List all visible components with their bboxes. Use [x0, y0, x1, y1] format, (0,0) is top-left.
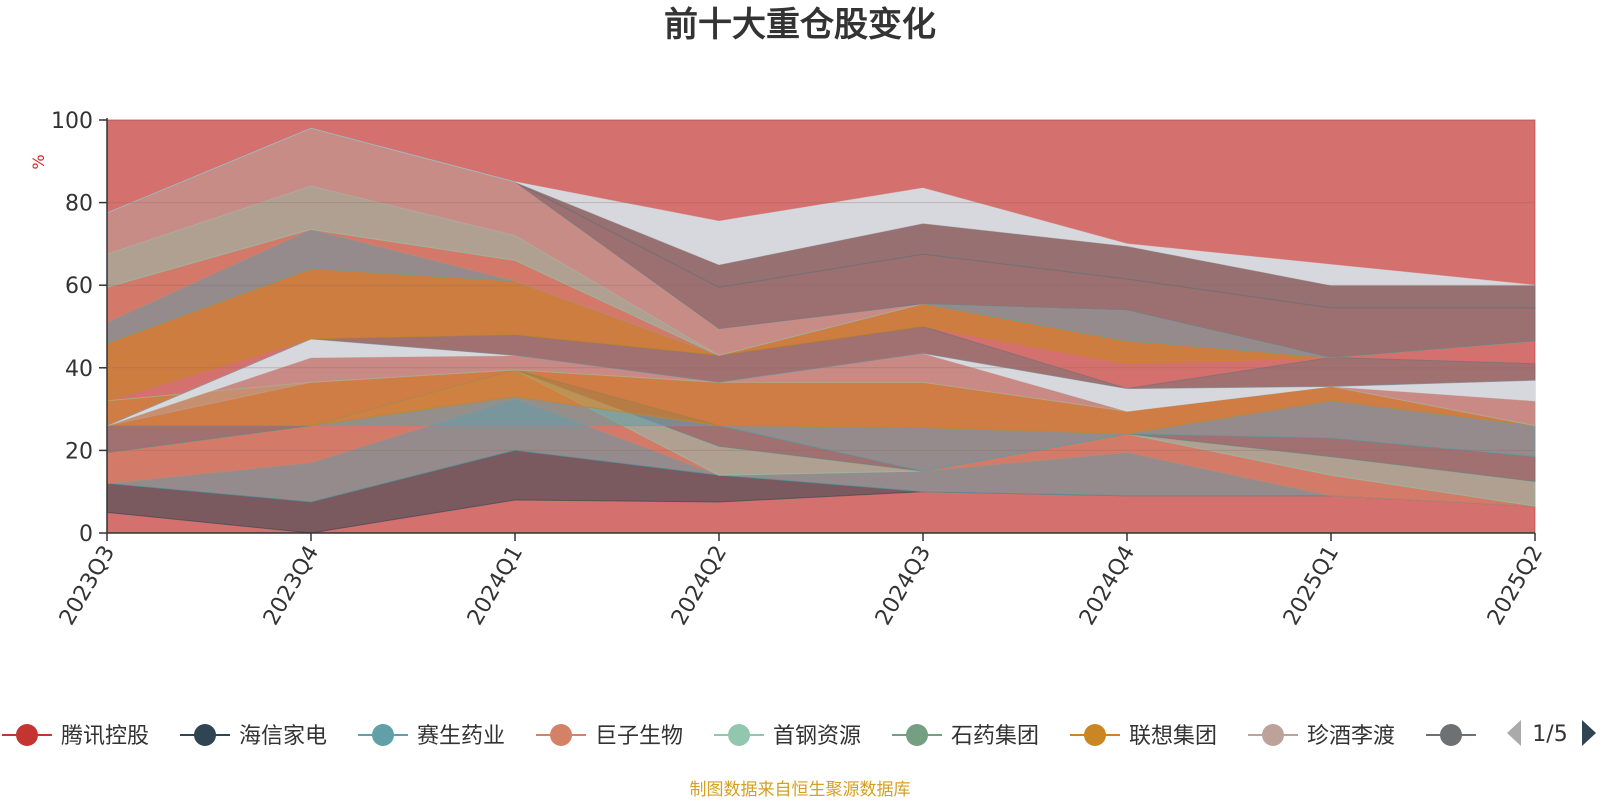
- legend-label: 海信家电: [239, 724, 327, 749]
- legend-label: 巨子生物: [595, 724, 683, 749]
- x-tick-label: 2023Q3: [55, 542, 120, 630]
- x-tick-label: 2025Q1: [1279, 542, 1344, 630]
- legend-marker: [1084, 724, 1106, 746]
- x-tick-label: 2024Q3: [871, 542, 936, 630]
- legend-marker: [906, 724, 928, 746]
- triangle-left-icon[interactable]: [1507, 720, 1521, 746]
- x-tick-label: 2023Q4: [259, 542, 324, 630]
- legend-item[interactable]: 珍酒李渡: [1248, 724, 1395, 749]
- y-tick-label: 60: [65, 274, 93, 299]
- triangle-right-icon[interactable]: [1582, 720, 1596, 746]
- legend-label: 赛生药业: [417, 724, 505, 749]
- legend: 腾讯控股 海信家电 赛生药业 巨子生物 首钢资源 石药集团 联想集团 珍酒李渡: [2, 724, 1476, 749]
- legend-item[interactable]: [1426, 724, 1476, 746]
- stacked-areas: [106, 119, 1536, 534]
- legend-item[interactable]: 石药集团: [892, 724, 1039, 749]
- legend-label: 石药集团: [951, 724, 1039, 749]
- x-tick-label: 2024Q4: [1075, 542, 1140, 630]
- legend-label: 珍酒李渡: [1307, 724, 1395, 749]
- x-tick-label: 2024Q2: [667, 542, 732, 630]
- x-axis-ticks: 2023Q3 2023Q4 2024Q1 2024Q2 2024Q3 2024Q4 2025…: [55, 533, 1548, 630]
- legend-label: 首钢资源: [773, 724, 861, 749]
- legend-item[interactable]: 首钢资源: [714, 724, 861, 749]
- legend-label: 联想集团: [1129, 724, 1217, 749]
- legend-item[interactable]: 联想集团: [1070, 724, 1217, 749]
- legend-marker: [1262, 724, 1284, 746]
- legend-items: 腾讯控股 海信家电 赛生药业 巨子生物 首钢资源 石药集团 联想集团 珍酒李渡: [2, 724, 1476, 749]
- legend-marker: [1440, 724, 1462, 746]
- x-tick-label: 2025Q2: [1483, 542, 1548, 630]
- y-axis-unit: %: [29, 154, 48, 169]
- data-source-note: 制图数据来自恒生聚源数据库: [690, 780, 911, 800]
- axes: [106, 118, 1535, 534]
- legend-marker: [550, 724, 572, 746]
- legend-item[interactable]: 赛生药业: [358, 724, 505, 749]
- chart-title: 前十大重仓股变化: [664, 5, 936, 45]
- legend-item[interactable]: 巨子生物: [536, 724, 683, 749]
- y-tick-label: 40: [65, 357, 93, 382]
- legend-page-indicator: 1/5: [1532, 722, 1567, 747]
- y-tick-label: 80: [65, 192, 93, 217]
- legend-item[interactable]: 海信家电: [180, 724, 327, 749]
- grid-lines: [107, 119, 1535, 451]
- x-tick-label: 2024Q1: [463, 542, 528, 630]
- y-tick-label: 100: [51, 109, 93, 134]
- legend-label: 腾讯控股: [61, 724, 149, 749]
- legend-marker: [372, 724, 394, 746]
- legend-pager: 1/5: [1507, 720, 1596, 747]
- y-tick-label: 20: [65, 439, 93, 464]
- legend-marker: [194, 724, 216, 746]
- y-axis-ticks: 0 20 40 60 80 100: [51, 109, 107, 547]
- y-tick-label: 0: [79, 522, 93, 547]
- legend-item[interactable]: 腾讯控股: [2, 724, 149, 749]
- legend-marker: [728, 724, 750, 746]
- legend-marker: [16, 724, 38, 746]
- area-layer: [106, 127, 1536, 286]
